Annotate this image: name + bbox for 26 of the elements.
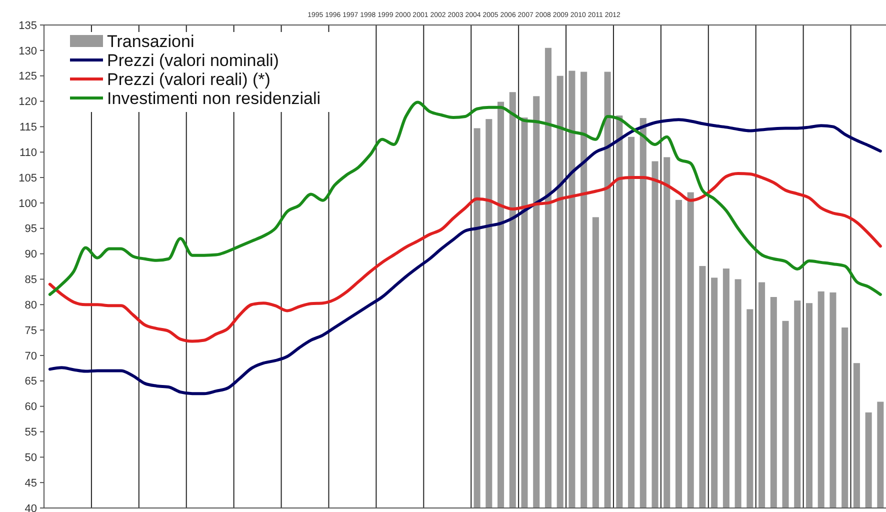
y-tick-label: 70 [24, 350, 37, 362]
y-tick-label: 135 [18, 20, 37, 32]
y-tick-label: 80 [24, 299, 37, 312]
y-tick-label: 90 [24, 248, 37, 261]
y-tick-label: 95 [24, 223, 37, 236]
legend-label: Prezzi (valori nominali) [107, 50, 279, 70]
y-tick-label: 115 [19, 122, 37, 134]
y-tick-label: 120 [18, 96, 37, 108]
y-tick-label: 50 [24, 452, 37, 464]
y-tick-label: 100 [18, 198, 37, 210]
legend-label: Prezzi (valori reali) (*) [107, 70, 270, 89]
y-tick-label: 45 [24, 477, 37, 490]
y-tick-label: 105 [18, 172, 37, 184]
y-tick-label: 65 [24, 376, 37, 388]
y-tick-label: 75 [24, 324, 37, 337]
y-tick-label: 55 [24, 426, 37, 439]
y-tick-label: 130 [18, 45, 37, 58]
y-tick-label: 125 [18, 70, 37, 83]
y-tick-label: 60 [24, 401, 37, 414]
legend-label: Transazioni [107, 32, 194, 51]
line-series [48, 118, 882, 396]
y-tick-label: 110 [19, 146, 37, 159]
legend-label: Investimenti non residenziali [107, 88, 321, 108]
y-tick-label: 40 [24, 502, 37, 512]
line-series [48, 172, 882, 343]
y-tick-label: 85 [24, 274, 37, 286]
